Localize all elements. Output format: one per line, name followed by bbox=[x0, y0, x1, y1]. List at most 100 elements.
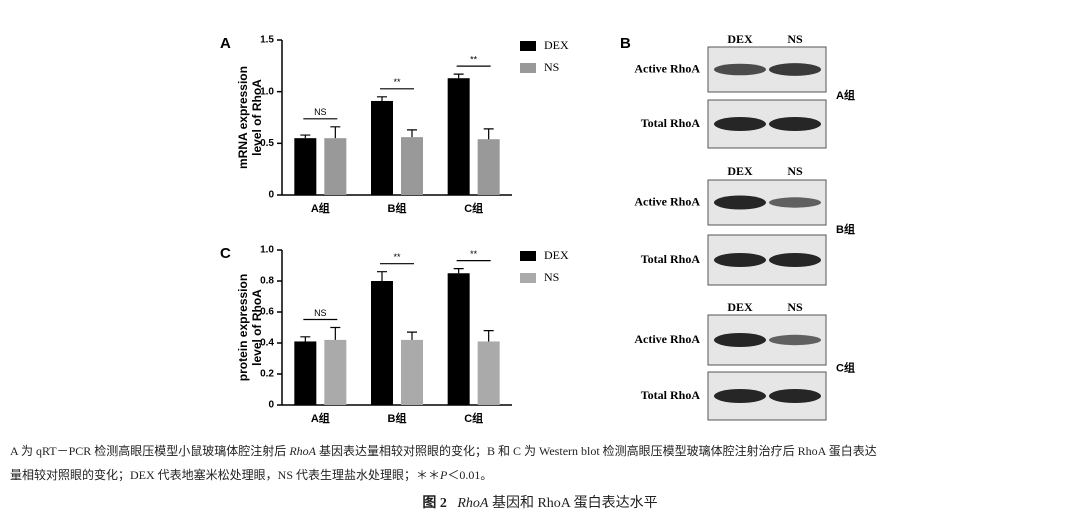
bar bbox=[401, 137, 423, 195]
bar bbox=[371, 281, 393, 405]
blot-band bbox=[714, 253, 766, 267]
significance-label: ** bbox=[393, 77, 401, 87]
panel-label: A bbox=[220, 35, 231, 52]
blot-band bbox=[769, 197, 821, 208]
y-tick-label: 0 bbox=[268, 190, 274, 201]
error-bar bbox=[300, 336, 311, 342]
significance-label: NS bbox=[314, 107, 327, 117]
bar bbox=[294, 341, 317, 405]
column-label: DEX bbox=[727, 164, 753, 178]
column-label: NS bbox=[787, 300, 803, 314]
x-tick-label: C组 bbox=[464, 411, 483, 425]
row-label: Active RhoA bbox=[634, 332, 700, 346]
y-axis-label: mRNA expression bbox=[236, 66, 250, 169]
error-bar bbox=[377, 271, 387, 281]
blot-band bbox=[769, 253, 821, 267]
error-bar bbox=[330, 326, 341, 340]
bar bbox=[447, 273, 470, 405]
bar bbox=[477, 341, 500, 405]
y-axis-label: level of RhoA bbox=[250, 289, 264, 366]
error-bar bbox=[407, 331, 417, 340]
figure-title-text: 基因和 RhoA 蛋白表达水平 bbox=[491, 496, 658, 511]
error-bar bbox=[453, 268, 464, 274]
caption-text: 量相较对照眼的变化；DEX 代表地塞米松处理眼，NS 代表生理盐水处理眼；＊＊ bbox=[10, 468, 441, 482]
bar bbox=[477, 139, 500, 195]
x-tick-label: A组 bbox=[311, 411, 330, 425]
y-tick-label: 0.4 bbox=[260, 338, 274, 349]
error-bar bbox=[483, 128, 494, 140]
panel-label: B bbox=[620, 35, 631, 52]
row-label: Active RhoA bbox=[634, 194, 700, 208]
caption-text: 基因表达量相较对照眼的变化；B 和 C 为 Western blot 检测高眼压… bbox=[315, 444, 877, 458]
blot-band bbox=[714, 333, 766, 347]
y-tick-label: 1.0 bbox=[260, 86, 274, 97]
group-label: C组 bbox=[836, 360, 855, 374]
bar bbox=[294, 138, 317, 195]
legend-label: DEX bbox=[544, 248, 569, 262]
significance-label: ** bbox=[470, 54, 478, 64]
y-tick-label: 0.2 bbox=[260, 369, 274, 380]
y-axis-label: level of RhoA bbox=[250, 79, 264, 156]
y-axis-label: protein expression bbox=[236, 274, 250, 381]
group-label: B组 bbox=[836, 222, 855, 236]
y-tick-label: 0.6 bbox=[260, 307, 274, 318]
row-label: Active RhoA bbox=[634, 61, 700, 75]
column-label: DEX bbox=[727, 32, 753, 46]
blot-band bbox=[769, 334, 821, 346]
error-bar bbox=[483, 330, 494, 342]
column-label: DEX bbox=[727, 300, 753, 314]
column-label: NS bbox=[787, 164, 803, 178]
legend-label: NS bbox=[544, 60, 559, 74]
error-bar bbox=[407, 129, 417, 138]
x-tick-label: A组 bbox=[311, 201, 330, 215]
legend-swatch bbox=[520, 251, 536, 261]
y-tick-label: 0 bbox=[268, 400, 274, 411]
legend-label: DEX bbox=[544, 38, 569, 52]
blot-band bbox=[714, 63, 766, 76]
figure-gene: RhoA bbox=[457, 496, 489, 511]
row-label: Total RhoA bbox=[641, 252, 701, 266]
significance-label: NS bbox=[314, 308, 327, 318]
x-tick-label: C组 bbox=[464, 201, 483, 215]
caption-text: ＜0.01。 bbox=[447, 468, 493, 482]
caption-line: 量相较对照眼的变化；DEX 代表地塞米松处理眼，NS 代表生理盐水处理眼；＊＊P… bbox=[10, 466, 492, 483]
blot-band bbox=[714, 117, 766, 131]
y-tick-label: 0.5 bbox=[260, 138, 274, 149]
significance-label: ** bbox=[393, 252, 401, 262]
blot-band bbox=[769, 63, 821, 76]
column-label: NS bbox=[787, 32, 803, 46]
y-tick-label: 1.0 bbox=[260, 245, 274, 256]
error-bar bbox=[377, 96, 387, 101]
blot-band bbox=[714, 195, 766, 210]
legend-swatch bbox=[520, 273, 536, 283]
y-tick-label: 1.5 bbox=[260, 35, 274, 46]
figure-number: 图 2 bbox=[422, 496, 447, 511]
bar bbox=[447, 78, 470, 195]
error-bar bbox=[453, 73, 464, 79]
legend-swatch bbox=[520, 63, 536, 73]
legend-swatch bbox=[520, 41, 536, 51]
x-tick-label: B组 bbox=[388, 201, 407, 215]
bar bbox=[324, 138, 347, 195]
row-label: Total RhoA bbox=[641, 388, 701, 402]
error-bar bbox=[300, 134, 311, 139]
blot-band bbox=[769, 117, 821, 131]
caption-text: RhoA bbox=[289, 444, 316, 458]
bar bbox=[401, 339, 423, 405]
caption-text: P bbox=[440, 468, 448, 482]
y-tick-label: 0.8 bbox=[260, 276, 274, 287]
significance-label: ** bbox=[470, 249, 478, 259]
caption-text: A 为 qRT－PCR 检测高眼压模型小鼠玻璃体腔注射后 bbox=[10, 444, 290, 458]
row-label: Total RhoA bbox=[641, 116, 701, 130]
bar bbox=[371, 100, 393, 195]
panel-label: C bbox=[220, 245, 231, 262]
group-label: A组 bbox=[836, 88, 855, 102]
figure-title: 图 2 RhoA 基因和 RhoA 蛋白表达水平 bbox=[0, 492, 1080, 512]
blot-band bbox=[714, 389, 766, 403]
x-tick-label: B组 bbox=[388, 411, 407, 425]
legend-label: NS bbox=[544, 270, 559, 284]
error-bar bbox=[330, 126, 341, 139]
caption-line: A 为 qRT－PCR 检测高眼压模型小鼠玻璃体腔注射后 RhoA 基因表达量相… bbox=[10, 442, 877, 459]
